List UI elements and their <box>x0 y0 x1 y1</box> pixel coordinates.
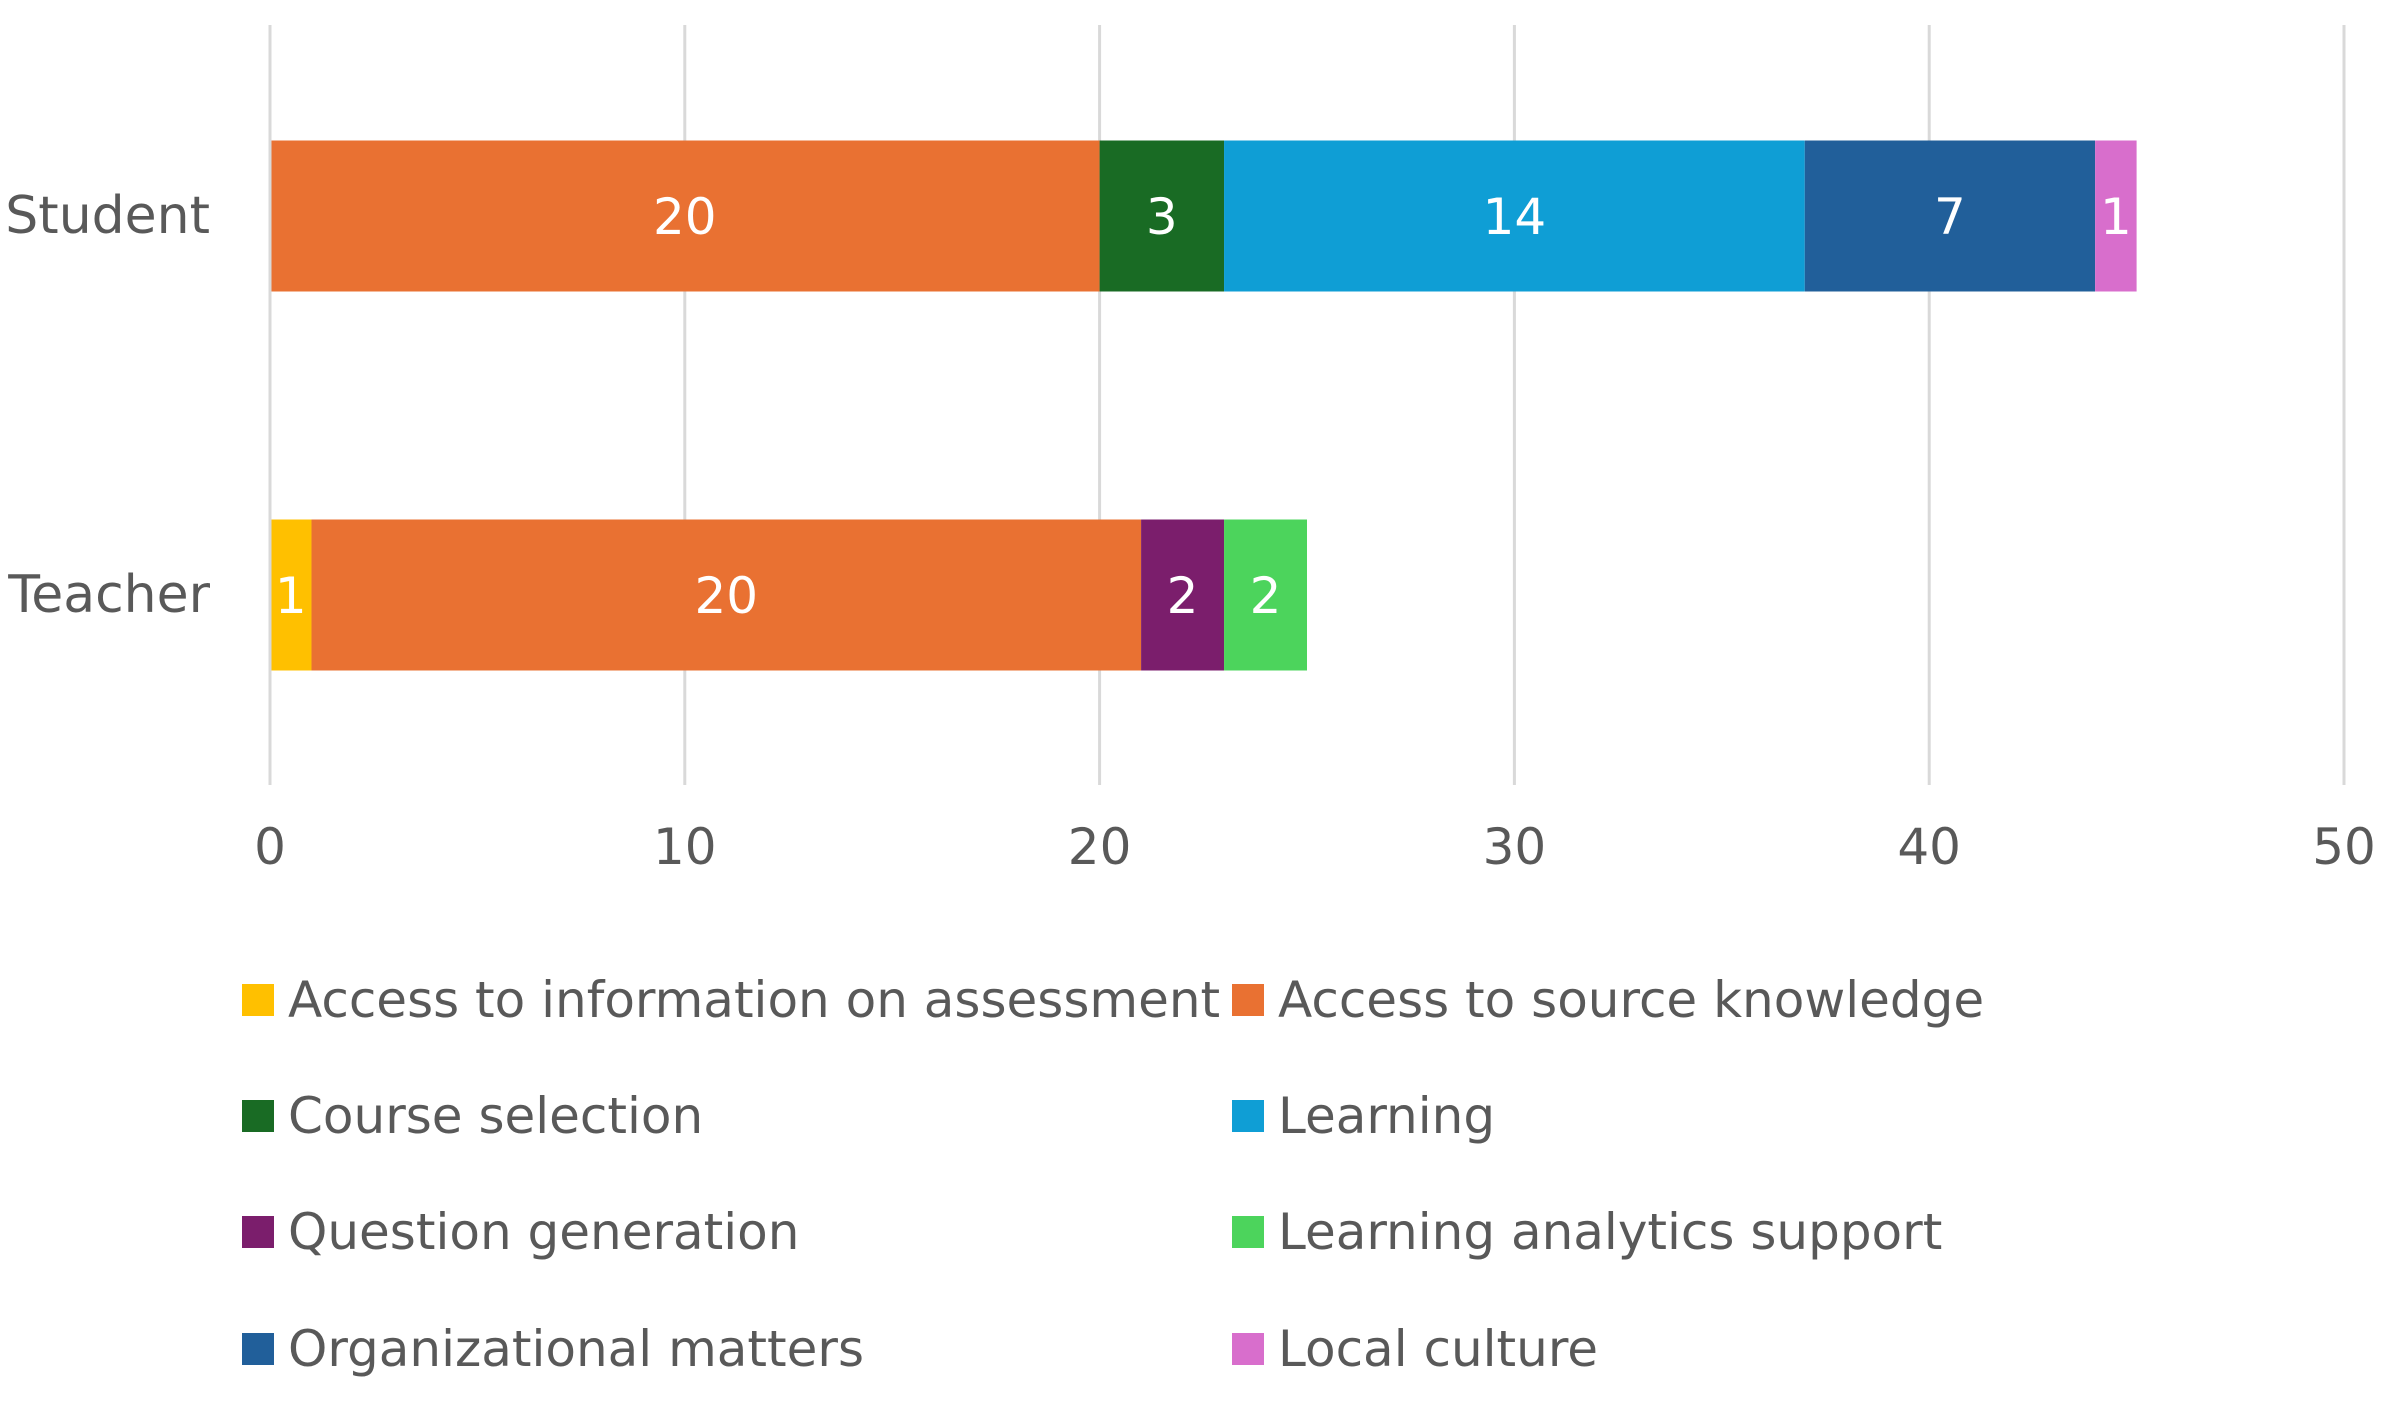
data-label-student-local-culture: 1 <box>2100 188 2132 246</box>
data-label-student-organizational-matters: 7 <box>1934 188 1966 246</box>
gridlines <box>268 25 2346 785</box>
axes: 0 10 20 30 40 50 Student Teacher <box>5 25 2376 876</box>
bar-student-organizational-matters <box>1804 140 2096 292</box>
category-label-teacher: Teacher <box>7 565 210 625</box>
legend-swatch-access-to-information-on-assessment <box>242 984 274 1016</box>
x-tick-label-50: 50 <box>2312 818 2376 876</box>
legend-item-question-generation: Question generation <box>242 1203 799 1261</box>
legend-label-organizational-matters: Organizational matters <box>288 1320 864 1378</box>
x-tick-label-30: 30 <box>1483 818 1547 876</box>
legend-label-access-to-information-on-assessment: Access to information on assessment <box>288 971 1220 1029</box>
legend-label-question-generation: Question generation <box>288 1203 799 1261</box>
x-tick-label-10: 10 <box>653 818 717 876</box>
legend-item-local-culture: Local culture <box>1232 1320 1598 1378</box>
legend-item-access-to-information-on-assessment: Access to information on assessment <box>242 971 1220 1029</box>
legend-swatch-question-generation <box>242 1216 274 1248</box>
legend-swatch-learning <box>1232 1100 1264 1132</box>
data-label-teacher-question-generation: 2 <box>1167 567 1199 625</box>
x-tick-label-20: 20 <box>1068 818 1132 876</box>
legend-swatch-local-culture <box>1232 1333 1264 1365</box>
legend-label-learning: Learning <box>1278 1087 1495 1145</box>
bar-teacher-access-to-source-knowledge <box>311 519 1142 671</box>
legend-item-course-selection: Course selection <box>242 1087 703 1145</box>
data-label-teacher-access-to-information-on-assessment: 1 <box>275 567 307 625</box>
data-label-student-access-to-source-knowledge: 20 <box>653 188 717 246</box>
category-label-student: Student <box>5 186 210 246</box>
bar-student-local-culture <box>2095 140 2137 292</box>
bar-teacher-learning-analytics-support <box>1224 519 1307 671</box>
legend-label-local-culture: Local culture <box>1278 1320 1598 1378</box>
bars <box>270 140 2137 671</box>
legend-item-organizational-matters: Organizational matters <box>242 1320 864 1378</box>
legend-label-learning-analytics-support: Learning analytics support <box>1278 1203 1942 1261</box>
x-tick-label-0: 0 <box>254 818 286 876</box>
legend-item-learning-analytics-support: Learning analytics support <box>1232 1203 1942 1261</box>
legend-label-access-to-source-knowledge: Access to source knowledge <box>1278 971 1984 1029</box>
x-tick-label-40: 40 <box>1897 818 1961 876</box>
data-label-teacher-learning-analytics-support: 2 <box>1250 567 1282 625</box>
data-label-student-learning: 14 <box>1483 188 1547 246</box>
bar-teacher-question-generation <box>1141 519 1225 671</box>
bar-student-learning <box>1224 140 1805 292</box>
legend: Access to information on assessment Acces… <box>242 971 1984 1378</box>
legend-item-access-to-source-knowledge: Access to source knowledge <box>1232 971 1984 1029</box>
legend-swatch-course-selection <box>242 1100 274 1132</box>
bar-student-course-selection <box>1099 140 1225 292</box>
bar-teacher-access-to-information-on-assessment <box>270 519 312 671</box>
data-labels: 20 3 14 7 1 1 20 2 2 <box>275 188 2132 625</box>
legend-label-course-selection: Course selection <box>288 1087 703 1145</box>
legend-item-learning: Learning <box>1232 1087 1495 1145</box>
bar-student-access-to-source-knowledge <box>270 140 1100 292</box>
legend-swatch-learning-analytics-support <box>1232 1216 1264 1248</box>
data-label-teacher-access-to-source-knowledge: 20 <box>694 567 758 625</box>
legend-swatch-access-to-source-knowledge <box>1232 984 1264 1016</box>
legend-swatch-organizational-matters <box>242 1333 274 1365</box>
data-label-student-course-selection: 3 <box>1146 188 1178 246</box>
